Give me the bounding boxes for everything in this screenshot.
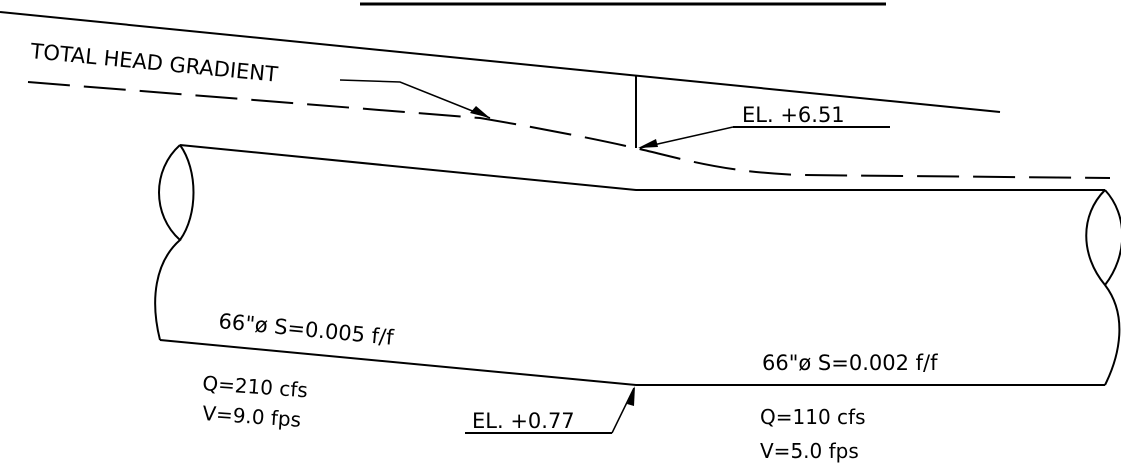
left-velocity-label: V=9.0 fps — [202, 401, 302, 432]
right-pipe-spec-label: 66"ø S=0.002 f/f — [762, 351, 938, 375]
gradient-label-leader — [339, 79, 491, 119]
gradient-leader-arrowhead — [470, 106, 490, 118]
el-lower-leader — [611, 387, 635, 434]
total-head-gradient-label: TOTAL HEAD GRADIENT — [29, 39, 279, 87]
right-pipe-break — [1085, 189, 1121, 386]
left-pipe-break — [154, 144, 182, 341]
left-flow-label: Q=210 cfs — [202, 371, 309, 402]
right-velocity-label: V=5.0 fps — [760, 439, 859, 463]
left-pipe-break-inner — [179, 144, 195, 241]
el-lower-label: EL. +0.77 — [472, 409, 575, 433]
right-pipe-break-inner — [1104, 189, 1121, 286]
left-pipe-spec-label: 66"ø S=0.005 f/f — [218, 309, 396, 350]
el-upper-label: EL. +6.51 — [742, 103, 845, 127]
pipe-top-edge — [179, 144, 1105, 191]
el-upper-arrowhead — [638, 139, 658, 148]
right-flow-label: Q=110 cfs — [760, 405, 866, 429]
el-lower-arrowhead — [627, 386, 635, 406]
energy-grade-line — [0, 11, 1001, 113]
pipe-bottom-edge — [159, 339, 1105, 386]
